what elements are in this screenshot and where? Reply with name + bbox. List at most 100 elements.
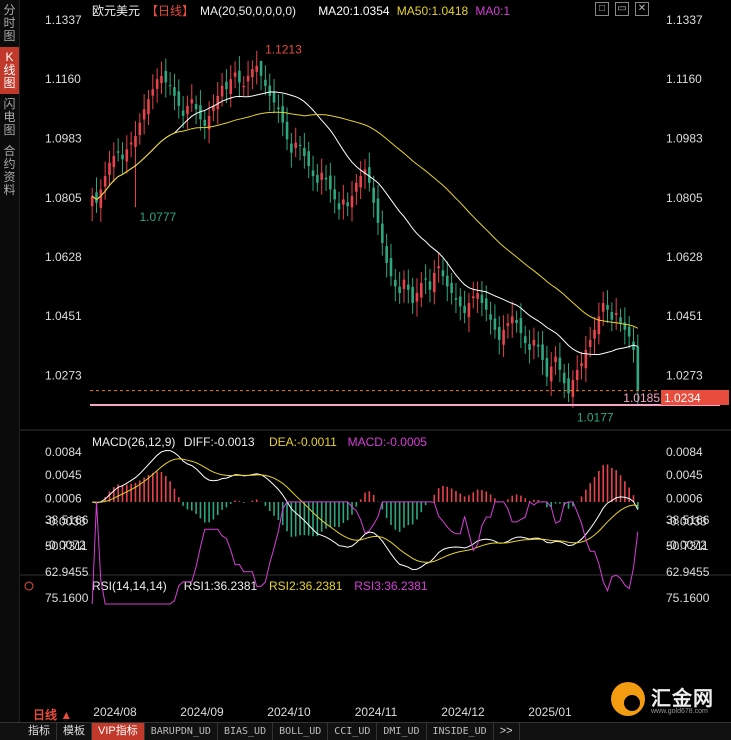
candle-body bbox=[442, 270, 445, 276]
macd-bar bbox=[628, 487, 630, 502]
candle-body bbox=[537, 345, 540, 347]
macd-bar bbox=[555, 502, 557, 504]
sidebar-tab-2[interactable]: 闪电图 bbox=[0, 94, 19, 141]
macd-bar bbox=[226, 502, 228, 507]
candle-body bbox=[576, 370, 579, 380]
candle-body bbox=[515, 320, 518, 323]
macd-bar bbox=[425, 502, 427, 505]
macd-bar bbox=[113, 487, 115, 502]
macd-bar bbox=[169, 481, 171, 502]
period-selector[interactable]: 日线 ▲ bbox=[33, 706, 72, 723]
candle-body bbox=[390, 258, 393, 276]
macd-bar bbox=[269, 502, 271, 511]
price-axis-left-1: 1.1160 bbox=[45, 72, 81, 86]
candle-body bbox=[333, 189, 336, 199]
macd-bar bbox=[304, 502, 306, 535]
rsi-axis-left-3: 38.5166 bbox=[45, 513, 89, 527]
macd-bar bbox=[481, 490, 483, 502]
macd-bar bbox=[152, 473, 154, 502]
candle-body bbox=[316, 175, 319, 183]
macd-bar bbox=[161, 472, 163, 502]
candle-body bbox=[429, 281, 432, 289]
macd-bar bbox=[312, 502, 314, 536]
candle-body bbox=[342, 199, 345, 204]
tab-boll-ud-5[interactable]: BOLL_UD bbox=[273, 723, 328, 740]
macd-bar bbox=[611, 468, 613, 502]
candle-body bbox=[143, 109, 146, 119]
price-axis-right-2: 1.0983 bbox=[666, 131, 703, 145]
macd-axis-right-2: 0.0006 bbox=[666, 491, 703, 505]
candle-body bbox=[290, 144, 293, 153]
rsi-axis-right-1: 62.9455 bbox=[666, 565, 710, 579]
candle-body bbox=[450, 283, 453, 293]
macd-bar bbox=[399, 502, 401, 532]
candle-body bbox=[628, 327, 631, 337]
tab-barupdn-ud-3[interactable]: BARUPDN_UD bbox=[145, 723, 218, 740]
date-label-3: 2024/11 bbox=[355, 705, 398, 719]
price-axis-left-6: 1.0273 bbox=[45, 369, 82, 383]
candle-body bbox=[598, 316, 601, 334]
tab-dmi-ud-7[interactable]: DMI_UD bbox=[377, 723, 426, 740]
macd-bar bbox=[373, 495, 375, 502]
candle-body bbox=[151, 89, 154, 95]
tab-bias-ud-4[interactable]: BIAS_UD bbox=[218, 723, 273, 740]
candle-body bbox=[437, 266, 440, 268]
candle-body bbox=[398, 287, 401, 293]
candle-body bbox=[550, 367, 553, 382]
macd-axis-left-2: 0.0006 bbox=[45, 491, 82, 505]
candle-body bbox=[299, 145, 302, 146]
macd-axis-left-1: 0.0045 bbox=[45, 468, 82, 482]
candle-body bbox=[372, 188, 375, 203]
macd-axis-right-1: 0.0045 bbox=[666, 468, 703, 482]
macd-bar bbox=[135, 483, 137, 502]
candle-body bbox=[225, 82, 228, 89]
candle-body bbox=[173, 87, 176, 96]
candle-body bbox=[160, 76, 163, 83]
rsi-settings-icon[interactable] bbox=[25, 582, 33, 590]
candle-body bbox=[394, 280, 397, 287]
macd-bar bbox=[477, 490, 479, 502]
candle-body bbox=[104, 176, 107, 186]
header-ma20: MA20:1.0354 bbox=[318, 4, 390, 18]
macd-bar bbox=[598, 471, 600, 502]
candle-body bbox=[524, 336, 527, 343]
macd-bar bbox=[299, 502, 301, 535]
candle-body bbox=[169, 85, 172, 86]
candle-body bbox=[476, 293, 479, 299]
tab---0[interactable]: 指标 bbox=[22, 723, 57, 740]
candle-body bbox=[507, 323, 510, 326]
price-axis-right-1: 1.1160 bbox=[666, 72, 702, 86]
macd-bar bbox=[338, 502, 340, 527]
candle-body bbox=[325, 178, 328, 180]
tab---1[interactable]: 模板 bbox=[57, 723, 92, 740]
sidebar-tab-0[interactable]: 分时图 bbox=[0, 0, 19, 47]
tab---9[interactable]: >> bbox=[494, 723, 520, 740]
candle-body bbox=[615, 313, 618, 315]
candle-body bbox=[559, 358, 562, 370]
candle-body bbox=[95, 192, 98, 202]
macd-bar bbox=[239, 501, 241, 502]
macd-header-2: DEA:-0.0011 bbox=[269, 435, 337, 449]
macd-bar bbox=[252, 501, 254, 502]
candle-body bbox=[385, 246, 388, 263]
macd-bar bbox=[204, 502, 206, 523]
header-ma-label: MA(20,50,0,0,0,0) bbox=[200, 4, 296, 18]
date-label-5: 2025/01 bbox=[528, 705, 572, 719]
tab-vip--2[interactable]: VIP指标 bbox=[92, 723, 145, 740]
macd-bar bbox=[624, 481, 626, 502]
macd-bar bbox=[589, 483, 591, 502]
rsi-axis-left-2: 50.7311 bbox=[45, 539, 88, 553]
macd-bar bbox=[364, 493, 366, 502]
tab-cci-ud-6[interactable]: CCI_UD bbox=[328, 723, 377, 740]
macd-bar bbox=[420, 502, 422, 512]
price-axis-right-3: 1.0805 bbox=[666, 191, 703, 205]
candle-body bbox=[277, 108, 280, 110]
tab-inside-ud-8[interactable]: INSIDE_UD bbox=[427, 723, 494, 740]
sidebar-tab-3[interactable]: 合约资料 bbox=[0, 141, 19, 201]
gold678-logo: 汇金网 www.gold678.com bbox=[607, 678, 731, 720]
macd-bar bbox=[438, 488, 440, 502]
header-ma0: MA0:1 bbox=[475, 4, 510, 18]
candle-body bbox=[416, 293, 419, 302]
